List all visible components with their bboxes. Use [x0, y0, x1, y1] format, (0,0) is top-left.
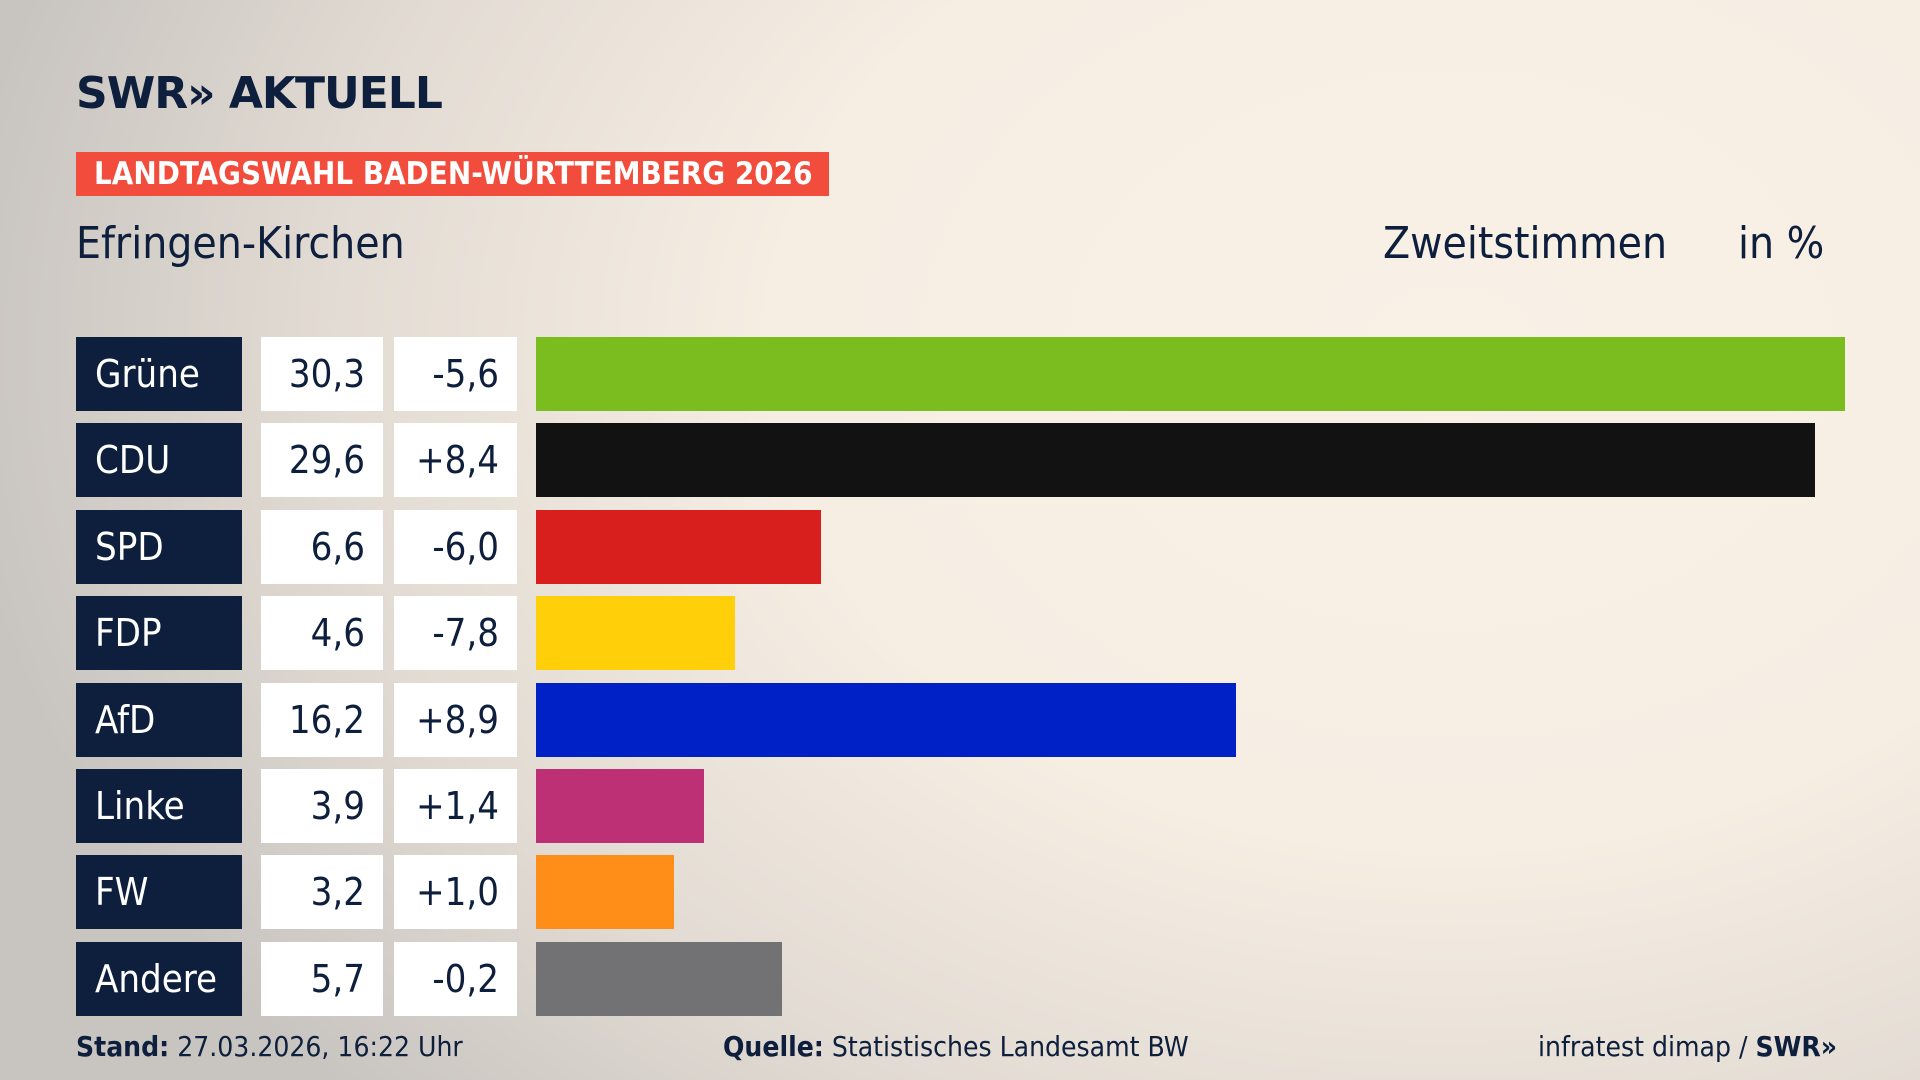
bar-andere: [536, 941, 783, 1016]
source-value: Statistisches Landesamt BW: [831, 1030, 1189, 1063]
result-row: SPD 6,6 -6,0: [76, 509, 1876, 584]
swr-aktuell-logo: SWR» AKTUELL: [76, 68, 443, 119]
bar-spd: [536, 509, 822, 584]
party-label: SPD: [76, 509, 242, 584]
party-label: Grüne: [76, 337, 242, 411]
change-label: +1,0: [394, 855, 517, 930]
result-row: Andere 5,7 -0,2: [76, 941, 1876, 1016]
value-label: 6,6: [261, 509, 383, 584]
party-label: FDP: [76, 596, 242, 671]
unit-label: in %: [1738, 218, 1825, 269]
change-label: +8,4: [394, 423, 517, 498]
result-row: FW 3,2 +1,0: [76, 855, 1876, 930]
timestamp: Stand: 27.03.2026, 16:22 Uhr: [76, 1030, 463, 1063]
source: Quelle: Statistisches Landesamt BW: [723, 1030, 1189, 1063]
stand-value: 27.03.2026, 16:22 Uhr: [177, 1030, 463, 1063]
change-label: -6,0: [394, 509, 517, 584]
bar-afd: [536, 682, 1236, 757]
value-label: 5,7: [261, 941, 383, 1016]
value-label: 3,9: [261, 769, 383, 843]
value-label: 16,2: [261, 682, 383, 757]
credit-text: infratest dimap /: [1538, 1030, 1748, 1063]
party-label: AfD: [76, 682, 242, 757]
result-row: AfD 16,2 +8,9: [76, 682, 1876, 757]
measure-label: Zweitstimmen: [1383, 218, 1668, 269]
region-title: Efringen-Kirchen: [76, 218, 405, 269]
party-label: FW: [76, 855, 242, 930]
party-label: Linke: [76, 769, 242, 843]
result-row: FDP 4,6 -7,8: [76, 596, 1876, 671]
bar-cdu: [536, 423, 1815, 498]
value-label: 29,6: [261, 423, 383, 498]
party-label: CDU: [76, 423, 242, 498]
change-label: -5,6: [394, 337, 517, 411]
swr-logo: SWR»: [1755, 1030, 1838, 1063]
value-label: 30,3: [261, 337, 383, 411]
result-row: Linke 3,9 +1,4: [76, 769, 1876, 843]
result-row: Grüne 30,3 -5,6: [76, 337, 1876, 411]
bar-grne: [536, 337, 1845, 411]
value-label: 4,6: [261, 596, 383, 671]
election-banner: LANDTAGSWAHL BADEN-WÜRTTEMBERG 2026: [76, 152, 829, 196]
change-label: +1,4: [394, 769, 517, 843]
change-label: -0,2: [394, 941, 517, 1016]
result-row: CDU 29,6 +8,4: [76, 423, 1876, 498]
party-label: Andere: [76, 941, 242, 1016]
stand-label: Stand:: [76, 1030, 170, 1063]
credit: infratest dimap / SWR»: [1538, 1030, 1837, 1063]
change-label: -7,8: [394, 596, 517, 671]
value-label: 3,2: [261, 855, 383, 930]
source-label: Quelle:: [723, 1030, 824, 1063]
bar-fw: [536, 855, 675, 930]
bar-fdp: [536, 596, 735, 671]
bar-linke: [536, 769, 705, 843]
change-label: +8,9: [394, 682, 517, 757]
